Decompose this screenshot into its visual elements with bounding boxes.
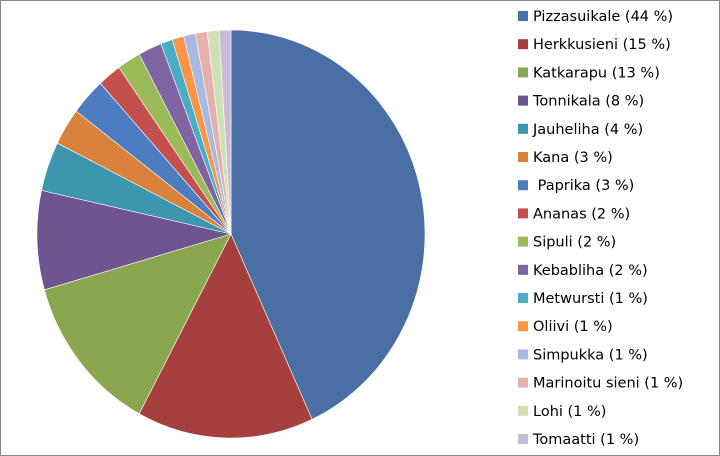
pie-slice [218,29,232,235]
legend-swatch [518,293,528,303]
legend-swatch [518,67,528,78]
legend-label: Simpukka (1 %) [533,347,648,363]
legend-label: Oliivi (1 %) [533,319,613,335]
pie-slice [44,233,232,415]
legend-swatch [518,152,528,162]
legend-swatch [518,434,528,444]
legend-label: Tomaatti (1 %) [532,432,639,448]
legend-swatch [518,377,528,388]
legend-swatch [518,180,528,191]
legend-label: Lohi (1 %) [533,404,606,420]
legend-label: Pizzasuikale (44 %) [533,9,673,25]
legend-label: Kana (3 %) [533,150,613,166]
legend-label: Paprika (3 %) [533,178,634,194]
legend-label: Tonnikala (8 %) [532,94,644,110]
legend-label: Sipuli (2 %) [533,235,616,251]
pie-slice [36,189,233,291]
legend-label: Jauheliha (4 %) [532,122,643,138]
legend-swatch [518,208,528,219]
pie-slice [230,29,426,420]
legend-label: Katkarapu (13 %) [533,65,660,81]
legend-label: Herkkusieni (15 %) [533,37,671,53]
legend-swatch [518,39,528,50]
legend-label: Marinoitu sieni (1 %) [533,376,683,392]
legend-swatch [518,405,528,416]
legend-label: Ananas (2 %) [533,206,630,222]
legend-swatch [518,11,528,21]
legend-swatch [518,349,528,360]
legend-swatch [518,321,528,332]
legend-label: Kebabliha (2 %) [533,263,648,279]
legend-swatch [518,95,528,106]
pie-slice [138,233,313,439]
legend-swatch [518,264,528,275]
legend-swatch [518,236,528,247]
legend-swatch [518,123,528,134]
legend-label: Metwursti (1 %) [533,291,648,307]
